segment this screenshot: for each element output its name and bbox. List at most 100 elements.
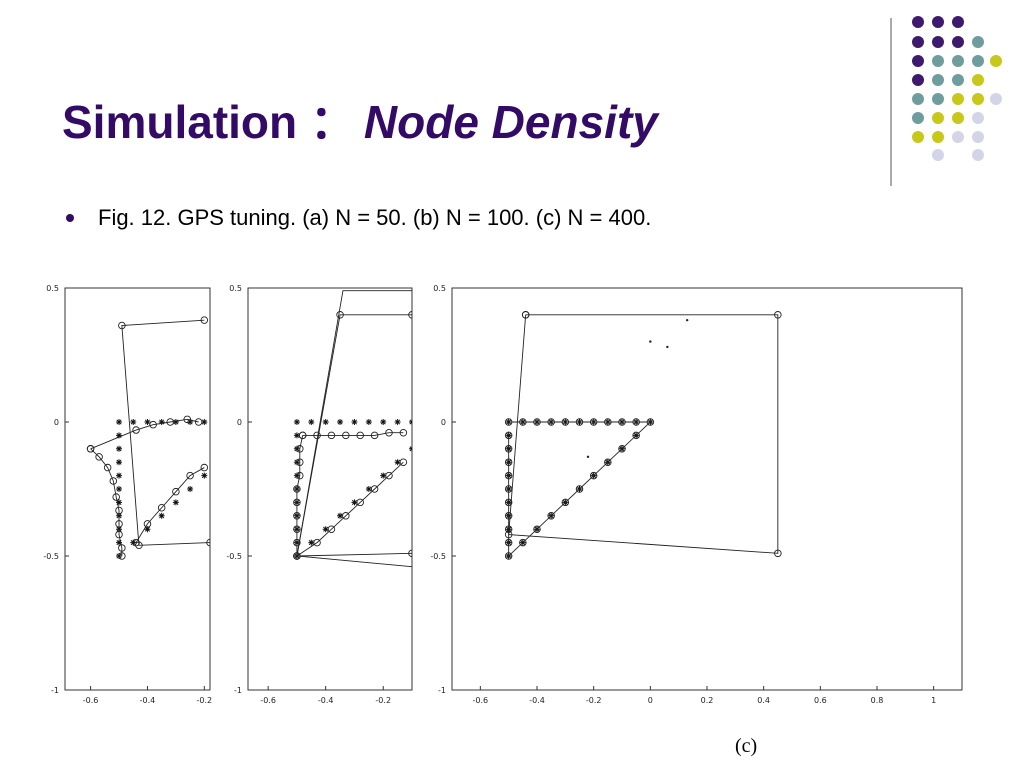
circle-marker [370,431,379,440]
axes-frame [451,287,963,691]
y-tick-label: -1 [234,686,242,695]
star-marker [116,539,123,546]
circle-marker [385,428,393,437]
circle-marker [115,506,123,515]
circle-marker [774,311,782,319]
y-tick-label: 0.5 [433,284,446,293]
star-marker [351,419,358,425]
plot-panel: 0.5 0 -0.5 -1 -0.6 -0.4 -0.2 [226,284,413,705]
bullet-dot [66,214,74,222]
circle-marker [296,471,304,480]
circle-marker [408,549,412,558]
series-line [296,290,412,568]
circle-marker [618,418,626,426]
star-marker [116,419,123,425]
star-marker [394,459,401,466]
x-tick-label: -0.6 [83,696,99,705]
star-marker [158,512,165,519]
circle-marker [399,428,408,437]
plot-area [86,316,264,560]
circle-marker [95,453,103,461]
circle-marker [519,538,527,547]
circle-marker [356,498,364,507]
circle-marker [327,525,336,533]
star-marker [258,419,264,425]
circle-marker [183,415,192,424]
star-marker [201,472,208,479]
circle-marker [356,431,364,440]
circle-marker [504,418,513,426]
circle-marker [575,418,584,426]
dot-marker [649,340,652,343]
circle-marker [112,493,120,501]
circle-marker [589,418,598,426]
star-marker [158,419,165,425]
star-marker [380,472,387,479]
circle-marker [504,512,513,520]
circle-marker [296,458,304,466]
circle-marker [132,426,140,434]
x-tick-label: -0.6 [260,696,276,705]
x-tick-label: -0.6 [473,696,489,705]
star-marker [351,499,358,506]
x-tick-label: 0 [648,696,653,705]
star-marker [409,445,412,452]
circle-marker [172,487,180,496]
star-marker [308,419,315,425]
star-marker [116,432,123,439]
circle-marker [206,538,210,547]
star-marker [144,526,151,533]
circle-marker [385,471,393,480]
circle-marker [399,458,408,466]
y-tick-label: -1 [438,686,446,695]
circle-marker [342,431,350,440]
circle-marker [504,445,513,453]
y-tick-label: 0.5 [46,284,59,293]
circle-marker [604,418,612,426]
circle-marker [135,541,143,550]
circle-marker [200,463,209,472]
star-marker [216,419,222,425]
circle-marker [547,512,555,520]
slide-title: Simulation ： Node Density [62,96,660,148]
star-marker [394,419,401,425]
y-tick-label: 0 [237,418,242,427]
circle-marker [408,311,412,319]
circle-marker [293,538,301,547]
circle-marker [561,418,570,426]
circle-marker [618,445,626,453]
circle-marker [533,418,541,426]
star-marker [216,459,222,465]
circle-marker [149,420,157,429]
y-tick-label: -0.5 [226,552,242,561]
star-marker [365,419,372,425]
circle-marker [521,311,530,319]
star-marker [116,445,123,452]
circle-marker [504,552,513,560]
circle-marker [504,530,513,539]
y-tick-label: 0 [441,418,446,427]
dot-marker [586,455,590,459]
plot-area [293,290,412,568]
star-marker [337,419,344,425]
x-tick-label: 1 [931,696,936,705]
star-marker [187,486,194,492]
star-marker [130,539,137,546]
circle-marker [632,431,640,440]
star-marker [230,446,236,452]
plot-area [504,311,782,560]
y-tick-label: 0 [54,418,59,427]
axes-frame [64,287,211,691]
star-marker [322,526,329,533]
circle-marker [313,538,321,547]
star-marker [116,553,123,559]
series-line [296,435,304,556]
series-line [302,432,404,436]
plot-panel: 0.5 0 -0.5 -1 -0.6 -0.4 -0.2 0 0.2 0.4 0.6 0.8 1 [430,284,963,705]
circle-marker [86,445,95,453]
circle-marker [103,463,112,472]
circle-marker [298,431,307,440]
circle-marker [547,418,555,426]
star-marker [116,499,123,506]
